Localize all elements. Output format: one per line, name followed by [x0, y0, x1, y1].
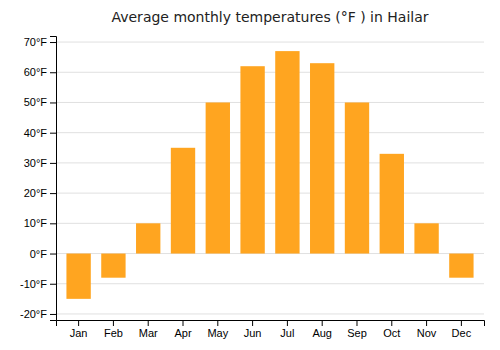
- grid-line: [56, 102, 484, 103]
- tick-mark: [50, 284, 56, 285]
- tick-mark: [50, 193, 56, 194]
- axis-line: [50, 37, 57, 321]
- tick-label: Oct: [383, 327, 400, 339]
- tick-label: May: [207, 327, 228, 339]
- tick-label: 70°F: [24, 36, 48, 48]
- tick-label: 40°F: [24, 127, 48, 139]
- tick-mark: [50, 223, 56, 224]
- tick-mark: [322, 320, 323, 326]
- tick: 0°F: [30, 248, 56, 260]
- tick-mark: [50, 72, 56, 73]
- bar: [380, 154, 404, 254]
- tick-label: Apr: [174, 327, 191, 339]
- bar: [275, 51, 299, 253]
- grid-line: [56, 313, 484, 314]
- tick: 10°F: [24, 217, 56, 229]
- tick: -20°F: [20, 308, 56, 320]
- tick-label: 10°F: [24, 217, 48, 229]
- tick-mark: [287, 320, 288, 326]
- bar: [206, 102, 230, 253]
- grid: [56, 42, 484, 314]
- bar: [136, 223, 160, 253]
- tick-label: 30°F: [24, 157, 48, 169]
- tick-mark: [50, 314, 56, 315]
- tick-label: 60°F: [24, 66, 48, 78]
- tick-mark: [148, 320, 149, 326]
- tick: 50°F: [24, 96, 56, 108]
- tick-label: Mar: [139, 327, 158, 339]
- title: Average monthly temperatures (°F ) in Ha…: [111, 9, 428, 25]
- tick-label: -20°F: [20, 308, 47, 320]
- tick-label: Sep: [347, 327, 367, 339]
- plot: -20°F -10°F 0°F 10°F 20°F 30°F 40°F 50°F 60°F 70°…: [20, 36, 485, 339]
- x-axis: Jan Feb Mar Apr May Jun Jul Aug Sep Oct Nov Dec: [57, 320, 485, 339]
- tick: 70°F: [24, 36, 56, 48]
- bar: [101, 254, 125, 278]
- tick: Aug: [312, 320, 332, 339]
- tick-label: Jan: [70, 327, 88, 339]
- tick-mark: [217, 320, 218, 326]
- tick: Mar: [139, 320, 158, 339]
- grid-line: [56, 193, 484, 194]
- tick-mark: [113, 320, 114, 326]
- tick-mark: [50, 102, 56, 103]
- bar: [310, 63, 334, 253]
- tick-mark: [391, 320, 392, 326]
- tick: May: [207, 320, 228, 339]
- grid-line: [56, 132, 484, 133]
- bar: [414, 223, 438, 253]
- tick-mark: [252, 320, 253, 326]
- tick-label: Jul: [280, 327, 294, 339]
- chart: Average monthly temperatures (°F ) in Ha…: [0, 0, 500, 350]
- bar: [449, 254, 473, 278]
- tick-mark: [461, 320, 462, 326]
- tick-mark: [78, 320, 79, 326]
- tick: Jan: [70, 320, 88, 339]
- tick: Feb: [104, 320, 123, 339]
- bar: [345, 102, 369, 253]
- grid-line: [56, 283, 484, 284]
- tick: 20°F: [24, 187, 56, 199]
- tick: Apr: [174, 320, 191, 339]
- tick: 30°F: [24, 157, 56, 169]
- tick-mark: [50, 133, 56, 134]
- grid-line: [56, 162, 484, 163]
- tick-label: Nov: [417, 327, 437, 339]
- tick: -10°F: [20, 278, 56, 290]
- grid-line: [56, 42, 484, 43]
- tick-mark: [356, 320, 357, 326]
- tick: Jun: [244, 320, 262, 339]
- tick-label: Aug: [312, 327, 332, 339]
- tick: Dec: [452, 320, 472, 339]
- tick-label: 0°F: [30, 248, 48, 260]
- tick-label: Feb: [104, 327, 123, 339]
- tick: Sep: [347, 320, 367, 339]
- tick: Oct: [383, 320, 400, 339]
- tick: 60°F: [24, 66, 56, 78]
- tick-label: 20°F: [24, 187, 48, 199]
- tick: Jul: [280, 320, 294, 339]
- bar: [171, 148, 195, 254]
- tick-label: Jun: [244, 327, 262, 339]
- grid-line: [56, 72, 484, 73]
- bar: [66, 254, 90, 299]
- tick-mark: [183, 320, 184, 326]
- axis-line: [57, 321, 485, 327]
- bars: [66, 51, 473, 299]
- tick-mark: [50, 254, 56, 255]
- tick-label: Dec: [452, 327, 472, 339]
- tick-mark: [50, 42, 56, 43]
- tick-label: -10°F: [20, 278, 47, 290]
- tick-label: 50°F: [24, 96, 48, 108]
- tick: Nov: [417, 320, 437, 339]
- tick: 40°F: [24, 127, 56, 139]
- y-axis: -20°F -10°F 0°F 10°F 20°F 30°F 40°F 50°F 60°F 70°…: [20, 36, 57, 320]
- bar: [240, 66, 264, 253]
- tick-mark: [426, 320, 427, 326]
- tick-mark: [50, 163, 56, 164]
